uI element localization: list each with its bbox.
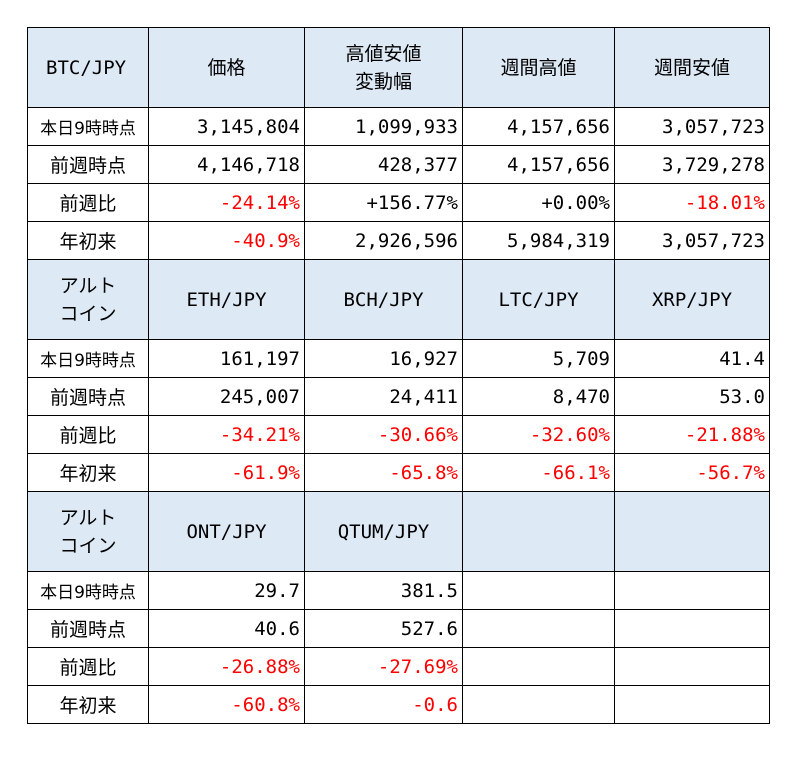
year-to-date-row: 年初来 -61.9% -65.8% -66.1% -56.7% <box>27 453 770 492</box>
value-cell: 245,007 <box>148 377 305 416</box>
row-label: 前週時点 <box>27 609 149 648</box>
section-title: BTC/JPY <box>27 27 149 108</box>
value-cell: -34.21% <box>148 415 305 454</box>
value-cell: 8,470 <box>462 377 615 416</box>
row-label: 年初来 <box>27 685 149 724</box>
column-header <box>462 491 615 572</box>
row-label: 前週比 <box>27 415 149 454</box>
value-cell: -66.1% <box>462 453 615 492</box>
section1-header-row: BTC/JPY 価格 高値安値 変動幅 週間高値 週間安値 <box>27 27 770 108</box>
value-cell: 161,197 <box>148 339 305 378</box>
value-cell: -0.6 <box>304 685 463 724</box>
section3-header-row: アルト コイン ONT/JPY QTUM/JPY <box>27 491 770 572</box>
column-header: 高値安値 変動幅 <box>304 27 463 108</box>
value-cell: -26.88% <box>148 647 305 686</box>
row-label: 年初来 <box>27 453 149 492</box>
value-cell: -61.9% <box>148 453 305 492</box>
value-cell: 3,057,723 <box>614 107 770 146</box>
value-cell: 5,709 <box>462 339 615 378</box>
value-cell: 5,984,319 <box>462 221 615 260</box>
value-cell: -32.60% <box>462 415 615 454</box>
column-header: 週間安値 <box>614 27 770 108</box>
value-cell: 3,729,278 <box>614 145 770 184</box>
section-title: アルト コイン <box>27 259 149 340</box>
value-cell: 4,157,656 <box>462 107 615 146</box>
previous-week-row: 前週時点 4,146,718 428,377 4,157,656 3,729,278 <box>27 145 770 184</box>
value-cell: -65.8% <box>304 453 463 492</box>
value-cell: -27.69% <box>304 647 463 686</box>
section2-header-row: アルト コイン ETH/JPY BCH/JPY LTC/JPY XRP/JPY <box>27 259 770 340</box>
week-over-week-row: 前週比 -24.14% +156.77% +0.00% -18.01% <box>27 183 770 222</box>
previous-week-row: 前週時点 40.6 527.6 <box>27 609 770 648</box>
column-header: XRP/JPY <box>614 259 770 340</box>
today-9am-row: 本日9時時点 29.7 381.5 <box>27 571 770 610</box>
value-cell: 4,157,656 <box>462 145 615 184</box>
column-header: ETH/JPY <box>148 259 305 340</box>
column-header: LTC/JPY <box>462 259 615 340</box>
value-cell: -24.14% <box>148 183 305 222</box>
value-cell: 428,377 <box>304 145 463 184</box>
value-cell: 29.7 <box>148 571 305 610</box>
value-cell: -40.9% <box>148 221 305 260</box>
row-label: 本日9時時点 <box>27 339 149 378</box>
value-cell <box>462 685 615 724</box>
value-cell: -60.8% <box>148 685 305 724</box>
crypto-price-table: BTC/JPY 価格 高値安値 変動幅 週間高値 週間安値 本日9時時点 3,145,804… <box>27 27 770 724</box>
today-9am-row: 本日9時時点 3,145,804 1,099,933 4,157,656 3,057,7… <box>27 107 770 146</box>
column-header: QTUM/JPY <box>304 491 463 572</box>
value-cell: -30.66% <box>304 415 463 454</box>
week-over-week-row: 前週比 -26.88% -27.69% <box>27 647 770 686</box>
value-cell: +156.77% <box>304 183 463 222</box>
value-cell: 41.4 <box>614 339 770 378</box>
column-header: 価格 <box>148 27 305 108</box>
value-cell: 3,145,804 <box>148 107 305 146</box>
column-header: 週間高値 <box>462 27 615 108</box>
year-to-date-row: 年初来 -40.9% 2,926,596 5,984,319 3,057,723 <box>27 221 770 260</box>
today-9am-row: 本日9時時点 161,197 16,927 5,709 41.4 <box>27 339 770 378</box>
column-header: BCH/JPY <box>304 259 463 340</box>
value-cell: 527.6 <box>304 609 463 648</box>
column-header: ONT/JPY <box>148 491 305 572</box>
column-header <box>614 491 770 572</box>
row-label: 前週時点 <box>27 145 149 184</box>
value-cell: 24,411 <box>304 377 463 416</box>
value-cell: -21.88% <box>614 415 770 454</box>
value-cell: -56.7% <box>614 453 770 492</box>
row-label: 前週時点 <box>27 377 149 416</box>
value-cell: 4,146,718 <box>148 145 305 184</box>
value-cell: 53.0 <box>614 377 770 416</box>
value-cell: 1,099,933 <box>304 107 463 146</box>
row-label: 年初来 <box>27 221 149 260</box>
value-cell: -18.01% <box>614 183 770 222</box>
row-label: 前週比 <box>27 647 149 686</box>
value-cell: +0.00% <box>462 183 615 222</box>
value-cell <box>614 685 770 724</box>
value-cell <box>462 571 615 610</box>
value-cell <box>462 647 615 686</box>
value-cell: 16,927 <box>304 339 463 378</box>
value-cell: 2,926,596 <box>304 221 463 260</box>
section-title: アルト コイン <box>27 491 149 572</box>
value-cell: 381.5 <box>304 571 463 610</box>
value-cell <box>614 609 770 648</box>
value-cell: 3,057,723 <box>614 221 770 260</box>
row-label: 前週比 <box>27 183 149 222</box>
row-label: 本日9時時点 <box>27 571 149 610</box>
value-cell <box>614 571 770 610</box>
year-to-date-row: 年初来 -60.8% -0.6 <box>27 685 770 724</box>
previous-week-row: 前週時点 245,007 24,411 8,470 53.0 <box>27 377 770 416</box>
value-cell <box>614 647 770 686</box>
row-label: 本日9時時点 <box>27 107 149 146</box>
week-over-week-row: 前週比 -34.21% -30.66% -32.60% -21.88% <box>27 415 770 454</box>
value-cell <box>462 609 615 648</box>
value-cell: 40.6 <box>148 609 305 648</box>
